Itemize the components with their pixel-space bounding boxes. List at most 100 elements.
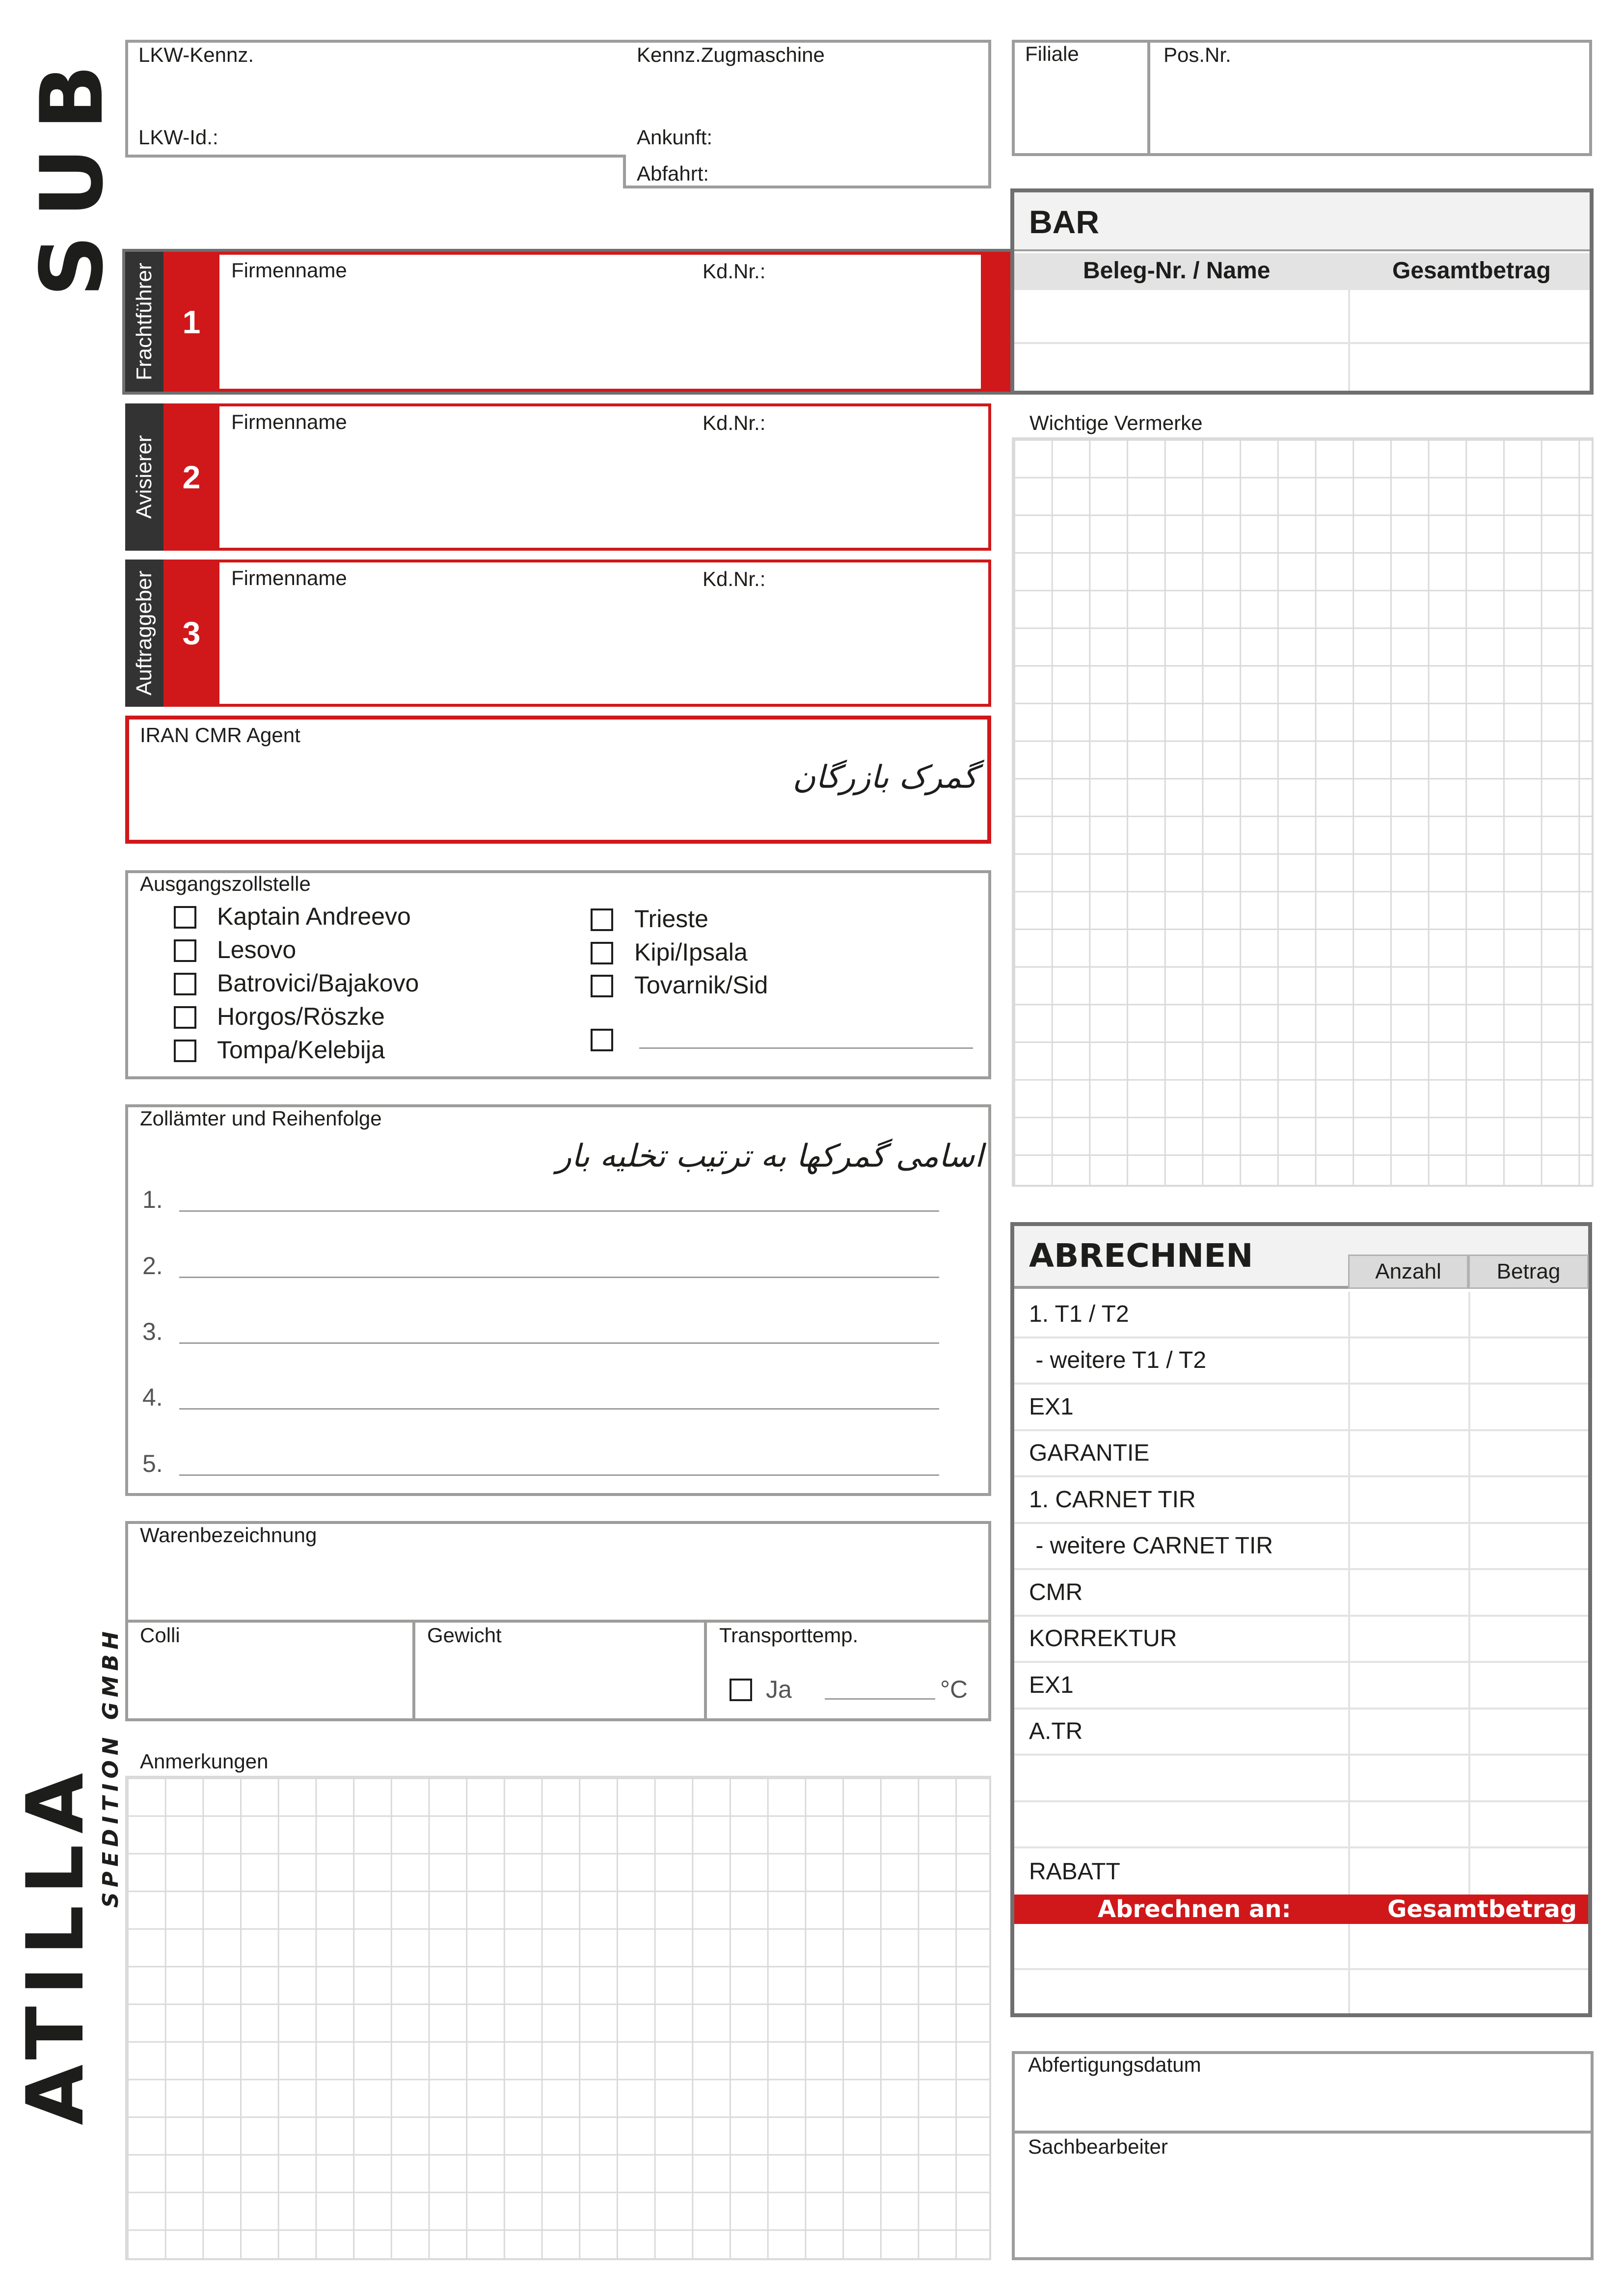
checkbox-kaptain-andreevo[interactable] (174, 906, 196, 929)
checkbox-other[interactable] (591, 1029, 613, 1051)
checkbox-tompa[interactable] (174, 1040, 196, 1062)
abfertigungsdatum-label: Abfertigungsdatum (1028, 2053, 1201, 2076)
option-label: Kaptain Andreevo (217, 903, 411, 930)
bar-col-gesamtbetrag: Gesamtbetrag (1392, 258, 1551, 284)
option-label: Trieste (634, 905, 708, 933)
party-frachtfuehrer[interactable]: Frachtführer 1 Firmenname Kd.Nr.: (125, 252, 1010, 392)
divider (1348, 1924, 1350, 2013)
row-label: 1. T1 / T2 (1029, 1301, 1129, 1327)
billing-row[interactable]: 1. T1 / T2 (1014, 1292, 1588, 1338)
other-input-line[interactable] (639, 1047, 973, 1049)
billing-recipient-area[interactable] (1014, 1924, 1588, 2013)
party-number: 2 (163, 403, 219, 551)
sachbearbeiter-label: Sachbearbeiter (1028, 2135, 1168, 2158)
bar-header (1014, 192, 1590, 251)
divider (1468, 1292, 1470, 1895)
billing-row[interactable]: A.TR (1014, 1709, 1588, 1756)
colli-label: Colli (140, 1624, 180, 1647)
divider (1348, 1292, 1350, 1895)
party-number: 1 (163, 252, 219, 392)
temperature-input-line[interactable] (825, 1698, 935, 1700)
transporttemp-label: Transporttemp. (719, 1624, 859, 1647)
gewicht-label: Gewicht (427, 1624, 502, 1647)
billing-row[interactable]: CMR (1014, 1570, 1588, 1617)
row-label: A.TR (1029, 1718, 1083, 1745)
customs-office-line-5[interactable] (179, 1474, 939, 1476)
row-label: CMR (1029, 1579, 1083, 1605)
customs-office-line-1[interactable] (179, 1210, 939, 1212)
checkbox-kipi[interactable] (591, 942, 613, 964)
abrechnen-footer-bar: Abrechnen an: Gesamtbetrag (1014, 1895, 1588, 1924)
checkbox-ja[interactable] (730, 1679, 752, 1701)
filiale-box (1012, 40, 1592, 156)
bar-title: BAR (1029, 204, 1099, 240)
zollaemter-title: Zollämter und Reihenfolge (140, 1107, 382, 1130)
ankunft-label: Ankunft: (637, 126, 713, 149)
wichtige-vermerke-grid[interactable] (1012, 437, 1594, 1187)
option-label: Tovarnik/Sid (634, 971, 768, 999)
billing-row[interactable] (1014, 1802, 1588, 1848)
billing-row[interactable]: GARANTIE (1014, 1431, 1588, 1477)
option-label: Kipi/Ipsala (634, 938, 748, 966)
party-role-label: Avisierer (125, 403, 163, 551)
checkbox-tovarnik[interactable] (591, 975, 613, 997)
checkbox-trieste[interactable] (591, 908, 613, 931)
billing-row[interactable]: 1. CARNET TIR (1014, 1477, 1588, 1524)
row-label: EX1 (1029, 1672, 1074, 1698)
firmenname-label: Firmenname (231, 410, 347, 433)
billing-row[interactable]: - weitere CARNET TIR (1014, 1524, 1588, 1570)
ausgangszollstelle-box (125, 870, 991, 1079)
abrechnen-an-label: Abrechnen an: (1098, 1896, 1291, 1923)
divider (1012, 2131, 1594, 2134)
billing-row[interactable]: RABATT (1014, 1848, 1588, 1895)
sub-logo: SUB (23, 47, 122, 297)
billing-row[interactable]: EX1 (1014, 1663, 1588, 1709)
row-label: RABATT (1029, 1858, 1120, 1885)
lkw-kennz-label: LKW-Kennz. (138, 43, 254, 66)
firmenname-label: Firmenname (231, 259, 347, 282)
divider (1014, 342, 1590, 344)
celsius-unit: °C (940, 1676, 968, 1703)
divider (125, 1620, 991, 1623)
checkbox-horgos[interactable] (174, 1006, 196, 1029)
anmerkungen-grid[interactable] (125, 1776, 991, 2260)
billing-table: 1. T1 / T2 - weitere T1 / T2 EX1 GARANTI… (1014, 1292, 1588, 1895)
abrechnen-box: ABRECHNEN Anzahl Betrag 1. T1 / T2 - wei… (1010, 1222, 1592, 2017)
kd-nr-label: Kd.Nr.: (703, 260, 766, 283)
row-label: - weitere T1 / T2 (1029, 1347, 1207, 1374)
option-label: Horgos/Röszke (217, 1003, 385, 1030)
customs-office-line-2[interactable] (179, 1277, 939, 1278)
iran-cmr-agent-box[interactable]: IRAN CMR Agent گمرک بازرگان (125, 716, 991, 844)
kd-nr-label: Kd.Nr.: (703, 567, 766, 590)
processing-box (1012, 2051, 1594, 2260)
row-label: EX1 (1029, 1393, 1074, 1420)
pos-nr-label: Pos.Nr. (1164, 43, 1231, 66)
row-label: - weitere CARNET TIR (1029, 1533, 1273, 1559)
gesamtbetrag-label: Gesamtbetrag (1387, 1896, 1577, 1923)
bar-box: BAR Beleg-Nr. / Name Gesamtbetrag (1010, 188, 1594, 395)
agent-handwriting: گمرک بازرگان (792, 759, 978, 796)
party-avisierer[interactable]: Avisierer 2 Firmenname Kd.Nr.: (125, 403, 991, 551)
order-number: 2. (142, 1252, 163, 1280)
customs-office-line-4[interactable] (179, 1408, 939, 1410)
option-label: Lesovo (217, 936, 297, 963)
abrechnen-title: ABRECHNEN (1029, 1237, 1253, 1275)
checkbox-batrovici[interactable] (174, 973, 196, 995)
billing-row[interactable]: EX1 (1014, 1385, 1588, 1431)
option-label: Tompa/Kelebija (217, 1036, 385, 1064)
bar-col-beleg: Beleg-Nr. / Name (1083, 258, 1271, 284)
row-label: 1. CARNET TIR (1029, 1486, 1196, 1513)
billing-row[interactable] (1014, 1756, 1588, 1802)
firmenname-label: Firmenname (231, 566, 347, 589)
billing-row[interactable]: KORREKTUR (1014, 1617, 1588, 1663)
spedition-gmbh-logo: SPEDITION GMBH (98, 1626, 123, 1908)
order-number: 1. (142, 1186, 163, 1213)
customs-office-line-3[interactable] (179, 1342, 939, 1344)
party-auftraggeber[interactable]: Auftraggeber 3 Firmenname Kd.Nr.: (125, 560, 991, 707)
billing-row[interactable]: - weitere T1 / T2 (1014, 1338, 1588, 1385)
truck-box (125, 40, 991, 158)
checkbox-lesovo[interactable] (174, 939, 196, 962)
truck-box-notch (623, 155, 991, 188)
party-role-label: Frachtführer (125, 252, 163, 392)
kennz-zugmaschine-label: Kennz.Zugmaschine (637, 43, 825, 66)
